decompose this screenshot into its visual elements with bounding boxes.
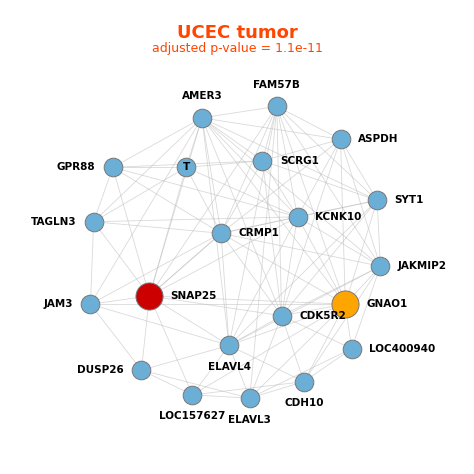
Point — [246, 394, 254, 402]
Text: SYT1: SYT1 — [395, 195, 424, 205]
Text: TAGLN3: TAGLN3 — [30, 217, 76, 227]
Text: T: T — [182, 162, 190, 173]
Point — [259, 157, 266, 164]
Point — [300, 378, 308, 385]
Text: GNAO1: GNAO1 — [366, 299, 407, 309]
Point — [348, 345, 356, 353]
Text: CDK5R2: CDK5R2 — [299, 311, 346, 321]
Point — [87, 301, 94, 308]
Point — [198, 114, 206, 122]
Point — [90, 218, 98, 226]
Text: FAM57B: FAM57B — [254, 80, 300, 90]
Text: AMER3: AMER3 — [182, 91, 222, 101]
Point — [374, 197, 381, 204]
Point — [376, 263, 384, 270]
Text: DUSP26: DUSP26 — [77, 365, 124, 375]
Text: JAKMIP2: JAKMIP2 — [398, 261, 447, 271]
Text: KCNK10: KCNK10 — [315, 212, 361, 222]
Text: LOC400940: LOC400940 — [369, 344, 436, 354]
Text: SNAP25: SNAP25 — [170, 291, 217, 301]
Point — [137, 366, 145, 374]
Point — [182, 164, 190, 171]
Text: UCEC tumor: UCEC tumor — [177, 24, 297, 42]
Point — [278, 312, 285, 319]
Text: LOC157627: LOC157627 — [159, 411, 226, 421]
Point — [109, 164, 117, 171]
Text: ASPDH: ASPDH — [358, 134, 399, 144]
Text: SCRG1: SCRG1 — [280, 156, 319, 166]
Text: ELAVL3: ELAVL3 — [228, 415, 271, 425]
Point — [273, 102, 281, 110]
Text: CRMP1: CRMP1 — [238, 228, 280, 238]
Point — [225, 342, 233, 349]
Text: adjusted p-value = 1.1e-11: adjusted p-value = 1.1e-11 — [152, 42, 322, 55]
Point — [341, 301, 349, 308]
Point — [337, 136, 344, 143]
Point — [146, 292, 153, 300]
Point — [294, 213, 301, 220]
Text: JAM3: JAM3 — [44, 299, 73, 309]
Text: GPR88: GPR88 — [56, 162, 95, 173]
Text: ELAVL4: ELAVL4 — [208, 362, 251, 372]
Point — [189, 391, 196, 399]
Text: CDH10: CDH10 — [284, 398, 324, 408]
Point — [217, 229, 225, 237]
